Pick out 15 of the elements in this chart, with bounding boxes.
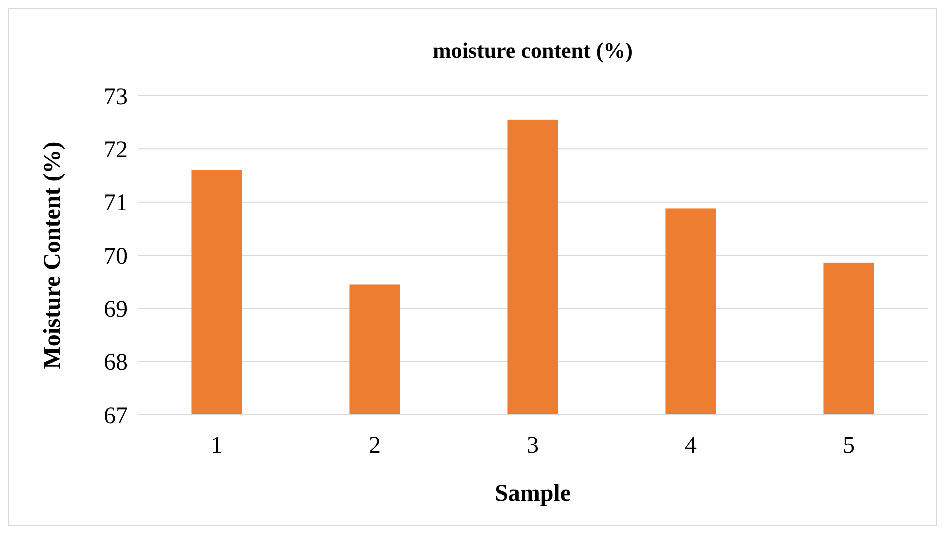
y-axis-title: Moisture Content (%) [40, 142, 66, 370]
y-tick-label: 72 [104, 138, 128, 164]
x-axis-title: Sample [494, 481, 572, 507]
x-tick-label: 2 [369, 433, 381, 459]
chart-title: moisture content (%) [433, 38, 633, 63]
y-tick-label: 73 [104, 84, 128, 110]
y-tick-label: 70 [104, 244, 128, 270]
y-tick-label: 69 [104, 297, 128, 324]
y-tick-label: 71 [104, 190, 128, 217]
x-tick-label: 5 [843, 433, 855, 459]
y-tick-label: 68 [104, 350, 128, 376]
y-tick-label: 67 [104, 403, 128, 430]
x-tick-label: 3 [527, 433, 539, 459]
x-tick-label: 1 [211, 433, 223, 459]
x-tick-label: 4 [685, 433, 697, 459]
